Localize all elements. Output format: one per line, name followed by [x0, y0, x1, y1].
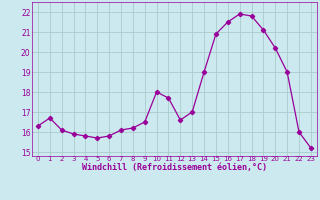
X-axis label: Windchill (Refroidissement éolien,°C): Windchill (Refroidissement éolien,°C): [82, 163, 267, 172]
